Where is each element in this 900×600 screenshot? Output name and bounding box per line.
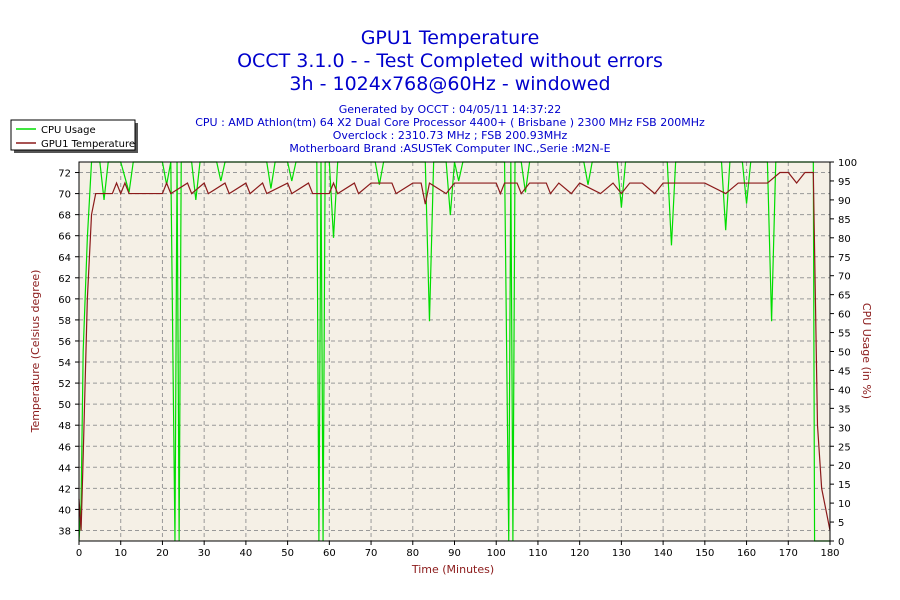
left-y-tick-labels: 38 40 42 44 46 48 50 52 54 56 58 60 62 64 66 68 70 72 <box>58 169 71 538</box>
left-y-tick-label: 60 <box>58 295 71 306</box>
left-y-tick-label: 56 <box>58 337 71 348</box>
x-tick-label: 160 <box>737 548 756 559</box>
x-tick-label: 170 <box>779 548 798 559</box>
left-y-tick-label: 46 <box>58 442 71 453</box>
x-tick-label: 50 <box>281 548 294 559</box>
legend: CPU Usage GPU1 Temperature <box>10 119 138 153</box>
left-y-tick-label: 64 <box>58 253 71 264</box>
x-tick-label: 100 <box>487 548 506 559</box>
right-y-tick-label: 10 <box>838 499 851 510</box>
right-y-tick-label: 85 <box>838 215 851 226</box>
right-y-tick-label: 60 <box>838 310 851 321</box>
chart-title: GPU1 Temperature <box>360 27 540 49</box>
x-tick-label: 180 <box>820 548 839 559</box>
axes <box>75 161 834 545</box>
right-y-tick-label: 75 <box>838 253 851 264</box>
left-y-tick-label: 38 <box>58 526 71 537</box>
grid-lines <box>79 162 830 541</box>
right-y-tick-label: 80 <box>838 234 851 245</box>
x-axis-label: Time (Minutes) <box>411 563 494 576</box>
right-y-tick-label: 100 <box>838 158 857 169</box>
x-tick-label: 80 <box>406 548 419 559</box>
right-y-axis-label: CPU Usage (in %) <box>860 303 873 399</box>
x-tick-label: 110 <box>528 548 547 559</box>
x-tick-label: 130 <box>612 548 631 559</box>
left-y-tick-label: 40 <box>58 505 71 516</box>
left-y-tick-label: 58 <box>58 316 71 327</box>
x-tick-label: 0 <box>76 548 82 559</box>
right-y-tick-label: 40 <box>838 385 851 396</box>
left-y-tick-label: 52 <box>58 379 71 390</box>
x-tick-labels: 0 10 20 30 40 50 60 70 80 90 100 110 120 130 140 150 160… <box>76 548 840 559</box>
x-tick-label: 90 <box>448 548 461 559</box>
right-y-tick-label: 0 <box>838 537 844 548</box>
right-y-tick-label: 70 <box>838 272 851 283</box>
left-y-tick-label: 50 <box>58 400 71 411</box>
left-y-tick-label: 44 <box>58 463 71 474</box>
x-tick-label: 120 <box>570 548 589 559</box>
x-tick-label: 10 <box>114 548 127 559</box>
legend-cpu-label: CPU Usage <box>41 125 96 136</box>
right-y-tick-label: 25 <box>838 442 851 453</box>
legend-gpu-label: GPU1 Temperature <box>41 139 135 150</box>
x-tick-label: 150 <box>695 548 714 559</box>
right-y-tick-label: 5 <box>838 518 844 529</box>
left-y-tick-label: 42 <box>58 484 71 495</box>
right-y-tick-label: 15 <box>838 480 851 491</box>
right-y-tick-label: 35 <box>838 404 851 415</box>
info-generated: Generated by OCCT : 04/05/11 14:37:22 <box>338 103 562 116</box>
left-y-tick-label: 66 <box>58 232 71 243</box>
left-y-tick-label: 54 <box>58 358 71 369</box>
left-y-tick-label: 68 <box>58 211 71 222</box>
right-y-tick-label: 65 <box>838 291 851 302</box>
info-cpu: CPU : AMD Athlon(tm) 64 X2 Dual Core Pro… <box>195 116 705 129</box>
right-y-tick-label: 45 <box>838 366 851 377</box>
left-y-tick-label: 48 <box>58 421 71 432</box>
x-tick-label: 30 <box>198 548 211 559</box>
right-y-tick-labels: 0 5 10 15 20 25 30 35 40 45 50 55 60 65 70 75 80 85 90 95 10… <box>838 158 857 548</box>
x-tick-label: 70 <box>365 548 378 559</box>
x-tick-label: 140 <box>654 548 673 559</box>
left-y-tick-label: 62 <box>58 274 71 285</box>
x-tick-label: 20 <box>156 548 169 559</box>
chart-subtitle-mode: 3h - 1024x768@60Hz - windowed <box>289 73 611 95</box>
series-gpu-temperature <box>78 171 831 531</box>
right-y-tick-label: 55 <box>838 329 851 340</box>
info-overclock: Overclock : 2310.73 MHz ; FSB 200.93MHz <box>332 129 568 142</box>
gpu-temperature-line <box>78 171 831 531</box>
info-motherboard: Motherboard Brand :ASUSTeK Computer INC.… <box>289 142 611 155</box>
left-y-axis-label: Temperature (Celsius degree) <box>29 270 42 434</box>
left-y-tick-label: 72 <box>58 169 71 180</box>
chart-subtitle-status: OCCT 3.1.0 - - Test Completed without er… <box>237 50 663 72</box>
right-y-tick-label: 30 <box>838 423 851 434</box>
right-y-tick-label: 95 <box>838 177 851 188</box>
right-y-tick-label: 90 <box>838 196 851 207</box>
right-y-tick-label: 50 <box>838 348 851 359</box>
x-tick-label: 60 <box>323 548 336 559</box>
left-y-tick-label: 70 <box>58 190 71 201</box>
right-y-tick-label: 20 <box>838 461 851 472</box>
x-tick-label: 40 <box>240 548 253 559</box>
